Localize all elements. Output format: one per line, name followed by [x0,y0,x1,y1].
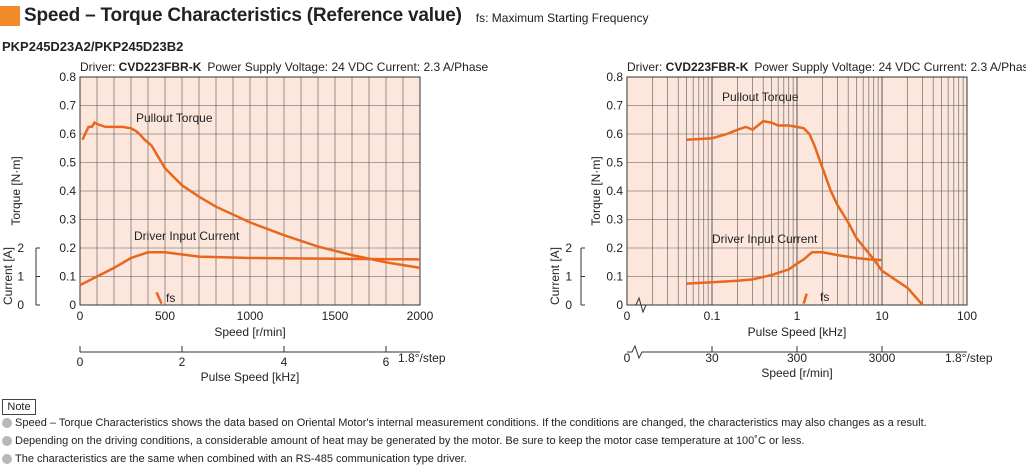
y-tick-label: 0.4 [59,184,76,198]
chart-header-left: Driver: CVD223FBR-K Power Supply Voltage:… [80,60,489,74]
driver-current-label-left: Driver Input Current [134,229,240,243]
y-ticks-left: 0 0.1 0.2 0.3 0.4 0.5 0.6 0.7 0.8 [59,70,76,312]
note-label: Note [2,399,36,415]
driver-current-line-left [79,251,421,287]
speed-axis-right [627,344,967,360]
x-tick-label: 1500 [322,309,349,323]
pulse-tick-label: 2 [179,355,186,369]
y-tick-label: 0.5 [606,156,623,170]
speed-tick-label: 0 [624,351,631,365]
speed-tick-label: 300 [787,351,807,365]
current-ticks-right: 0 1 2 [565,241,585,312]
y-tick-label: 0.8 [606,70,623,84]
x-tick-label: 1000 [237,309,264,323]
driver-current-line-right [686,251,883,285]
torque-axis-label-right: Torque [N·m] [589,156,603,225]
axis-break-right [627,296,647,314]
pulse-tick-label: 6 [383,355,390,369]
y-tick-label: 0.3 [59,213,76,227]
note-text: Speed – Torque Characteristics shows the… [15,417,927,429]
bullet-icon [2,418,12,428]
section-title: Speed – Torque Characteristics (Referenc… [24,5,462,26]
fs-label-left: fs [166,291,175,305]
y-tick-label: 0.8 [59,70,76,84]
charts-figure: Driver: CVD223FBR-K Power Supply Voltage:… [1,60,1026,384]
y-tick-label: 0.1 [606,270,623,284]
bullet-icon [2,436,12,446]
y-tick-label: 0.2 [606,241,623,255]
x-tick-label: 0 [624,309,631,323]
x-tick-label: 100 [957,309,977,323]
y-tick-label: 0.5 [59,156,76,170]
pulse-ticks-left: 0 2 4 6 [77,346,390,369]
pulse-tick-label: 4 [281,355,288,369]
pulse-axis-label-left: Pulse Speed [kHz] [201,370,300,384]
current-tick-label: 0 [565,298,572,312]
note-item: Depending on the driving conditions, a c… [2,435,804,447]
chart-linear: Driver: CVD223FBR-K Power Supply Voltage:… [1,60,489,384]
x-ticks-left: 0 500 1000 1500 2000 [77,309,434,323]
torque-axis-label-left: Torque [N·m] [9,156,23,225]
y-tick-label: 0.6 [59,127,76,141]
speed-tick-label: 30 [705,351,719,365]
section-subtitle: fs: Maximum Starting Frequency [475,11,649,25]
note-item: Speed – Torque Characteristics shows the… [2,417,927,429]
pulse-tick-label: 0 [77,355,84,369]
y-tick-label: 0.7 [59,99,76,113]
y-tick-label: 0.3 [606,213,623,227]
current-tick-label: 2 [565,241,572,255]
note-item: The characteristics are the same when co… [2,453,467,465]
pullout-torque-label-left: Pullout Torque [136,111,213,125]
x-tick-label: 10 [875,309,889,323]
y-tick-label: 0 [616,298,623,312]
driver-current-label-right: Driver Input Current [712,232,818,246]
speed-ticks-right: 0 30 300 3000 [624,346,896,365]
y-tick-label: 0.4 [606,184,623,198]
model-number: PKP245D23A2/PKP245D23B2 [2,39,184,54]
section-heading: Speed – Torque Characteristics (Referenc… [0,4,649,28]
y-tick-label: 0.6 [606,127,623,141]
current-tick-label: 2 [17,241,24,255]
x-tick-label: 1 [794,309,801,323]
chart-header-right: Driver: CVD223FBR-K Power Supply Voltage:… [627,60,1026,74]
y-ticks-right: 0 0.1 0.2 0.3 0.4 0.5 0.6 0.7 0.8 [606,70,623,312]
fs-mark-left [155,291,163,305]
y-tick-label: 0 [69,298,76,312]
plot-frame-left [79,76,421,306]
heading-marker [0,6,20,26]
note-text: The characteristics are the same when co… [15,453,467,465]
step-label-left: 1.8°/step [398,351,446,365]
note-text: Depending on the driving conditions, a c… [15,435,805,447]
x-axis-label-right: Pulse Speed [kHz] [748,325,847,339]
x-tick-label: 0.1 [704,309,721,323]
pullout-torque-label-right: Pullout Torque [722,90,799,104]
x-ticks-right: 0 0.1 1 10 100 [624,309,978,323]
y-tick-label: 0.7 [606,99,623,113]
current-ticks-left: 0 1 2 [17,241,40,312]
pullout-torque-line-left [81,120,421,270]
x-tick-label: 0 [77,309,84,323]
bullet-icon [2,454,12,464]
fs-mark-right [802,293,808,304]
plot-frame-right [626,76,968,306]
current-tick-label: 1 [17,270,24,284]
x-tick-label: 500 [155,309,175,323]
pullout-torque-line-right [686,119,924,306]
fs-label-right: fs [820,290,829,304]
current-tick-label: 0 [17,298,24,312]
current-axis-label-left: Current [A] [1,247,15,305]
step-label-right: 1.8°/step [945,351,993,365]
current-axis-label-right: Current [A] [548,247,562,305]
grid-right [627,77,967,305]
speed-tick-label: 3000 [869,351,896,365]
y-tick-label: 0.1 [59,270,76,284]
chart-log: Driver: CVD223FBR-K Power Supply Voltage:… [548,60,1026,380]
y-tick-label: 0.2 [59,241,76,255]
current-tick-label: 1 [565,270,572,284]
x-tick-label: 2000 [407,309,434,323]
speed-axis-label-right: Speed [r/min] [761,366,832,380]
x-axis-label-left: Speed [r/min] [214,325,285,339]
grid-left [80,77,420,305]
